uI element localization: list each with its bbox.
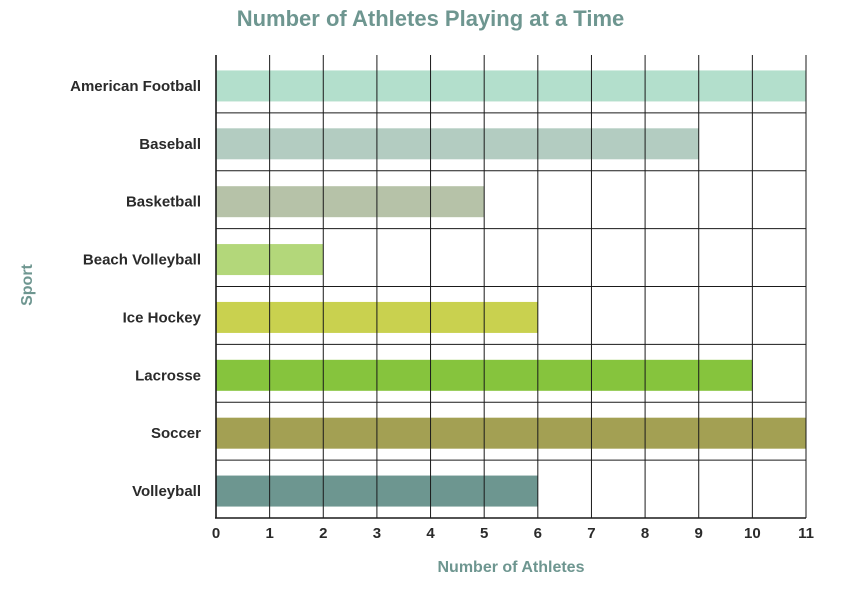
category-label: Basketball	[126, 194, 201, 211]
x-tick-label: 3	[373, 525, 381, 542]
x-tick-label: 5	[480, 525, 488, 542]
x-tick-label: 4	[426, 525, 435, 542]
category-label: Volleyball	[132, 483, 201, 500]
x-tick-label: 2	[319, 525, 327, 542]
chart-title: Number of Athletes Playing at a Time	[236, 6, 625, 31]
bar	[216, 70, 806, 102]
x-axis-label: Number of Athletes	[437, 559, 585, 576]
category-label: Beach Volleyball	[83, 252, 201, 269]
category-label: Soccer	[151, 425, 201, 442]
x-tick-label: 7	[587, 525, 595, 542]
category-label: Ice Hockey	[123, 309, 202, 326]
bar	[216, 128, 699, 160]
x-tick-label: 10	[744, 525, 761, 542]
x-tick-label: 0	[212, 525, 220, 542]
x-tick-label: 1	[265, 525, 273, 542]
category-label: Baseball	[139, 136, 201, 153]
x-tick-label: 8	[641, 525, 649, 542]
category-label: Lacrosse	[135, 367, 201, 384]
category-label: American Football	[70, 78, 201, 95]
x-tick-label: 11	[798, 525, 814, 542]
x-tick-label: 6	[534, 525, 542, 542]
bar	[216, 186, 485, 218]
x-tick-label: 9	[695, 525, 703, 542]
bar	[216, 417, 806, 449]
